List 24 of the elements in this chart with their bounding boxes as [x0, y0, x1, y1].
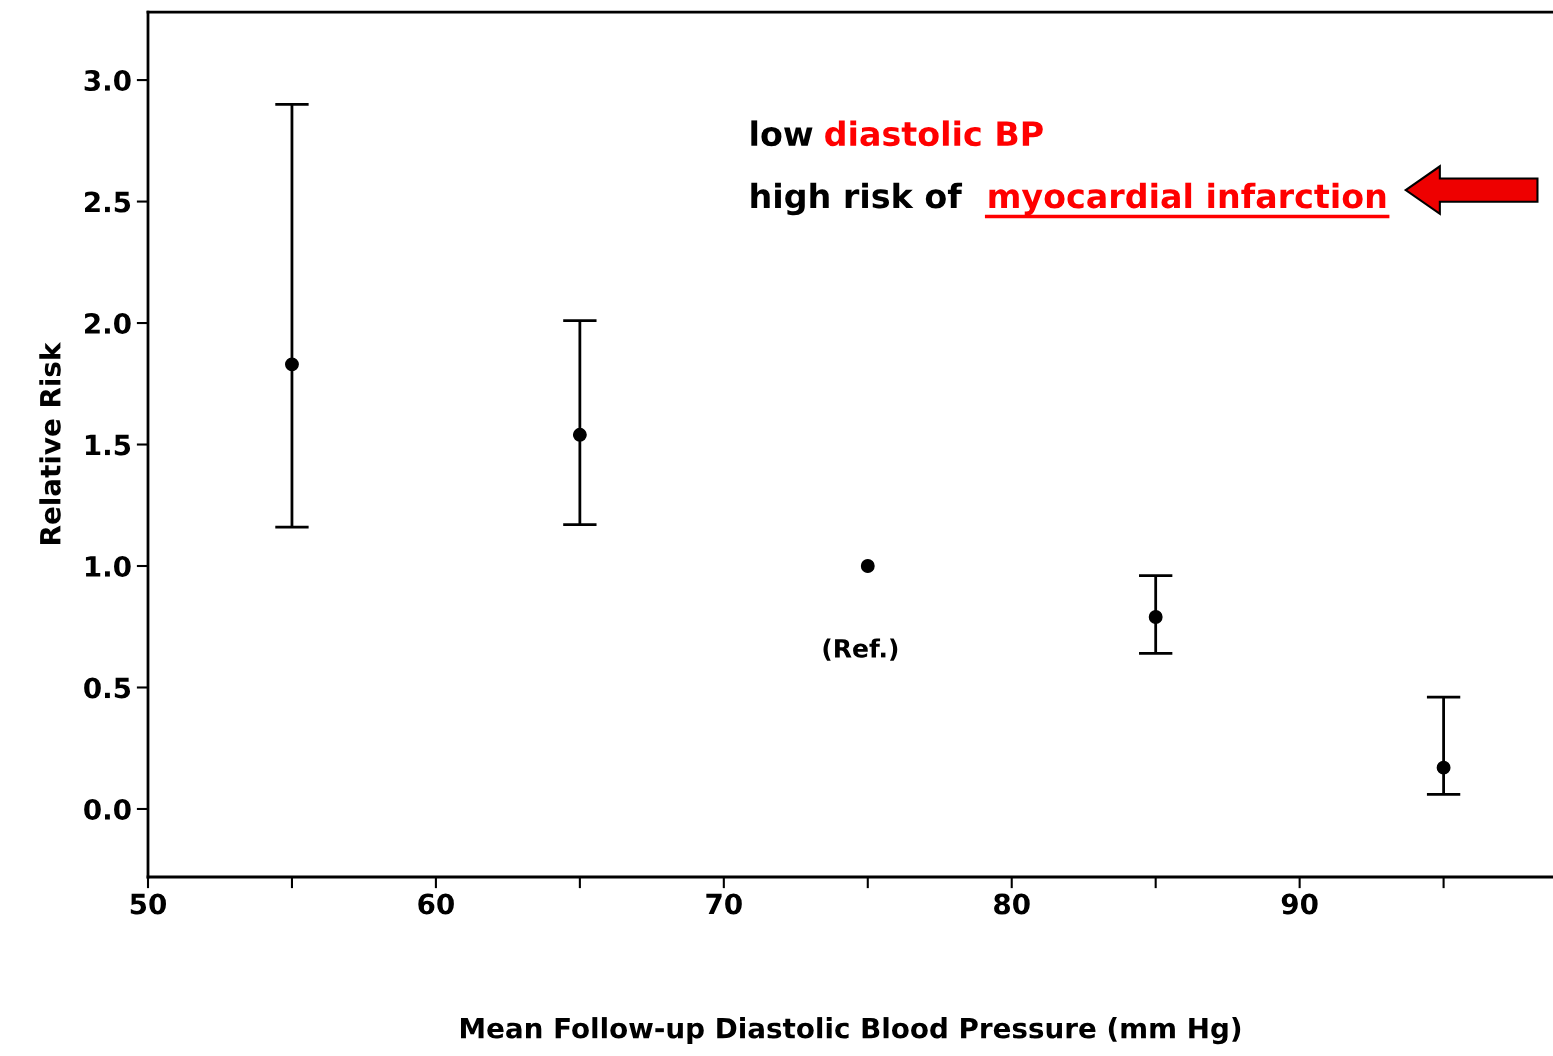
x-tick-label: 50 [130, 893, 166, 915]
point [860, 559, 875, 573]
point [285, 357, 299, 372]
y-tick-label: 1.5 [85, 434, 131, 456]
annotation: low [751, 120, 813, 147]
x-tick-label: 70 [706, 893, 742, 915]
y-tick-label: 0.0 [84, 798, 131, 820]
y-tick-label: 2.0 [85, 312, 131, 334]
annotation: myocardial infarction [989, 182, 1386, 216]
annotation: high risk of [751, 182, 963, 216]
annotation: diastolic BP [825, 120, 1043, 147]
point [572, 427, 587, 442]
x-tick-label: 90 [1281, 893, 1318, 915]
point [1436, 760, 1451, 775]
y-tick-label: 2.5 [85, 191, 131, 213]
y-tick-label: 3.0 [84, 70, 131, 92]
x-axis-title: Mean Follow-up Diastolic Blood Pressure (mm Hg) [460, 1017, 1241, 1045]
y-axis-title: Relative Risk [39, 342, 61, 544]
y-tick-label: 0.5 [84, 677, 131, 699]
x-tick-label: 60 [418, 893, 454, 915]
annotation: (Ref.) [823, 638, 898, 661]
y-tick-label: 1.0 [85, 555, 131, 577]
point [1148, 610, 1163, 624]
x-tick-label: 80 [994, 893, 1030, 915]
